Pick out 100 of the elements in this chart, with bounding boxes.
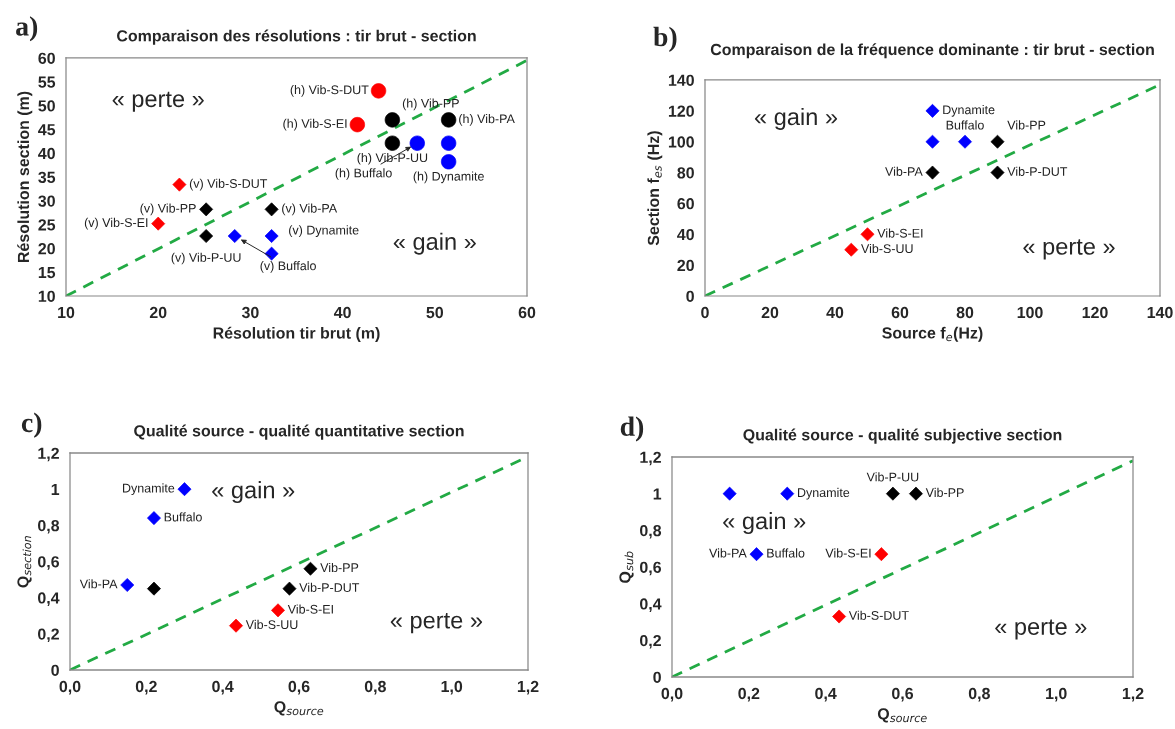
chart-title: Qualité source - qualité quantitative section [134,424,464,440]
x-tick-label: 0,4 [212,680,234,695]
y-tick-label: 40 [677,228,694,241]
x-axis-title: Résolution tir brut (m) [213,326,380,342]
annotation: Buffalo [946,120,984,130]
annotation: Dynamite [798,487,850,500]
x-tick-label: 120 [1082,306,1108,319]
x-tick-label: 140 [1147,306,1173,319]
x-tick-label: 60 [891,306,909,319]
y-tick-label: 0,4 [640,598,662,612]
x-tick-label: 0,0 [59,680,81,695]
text: c) [21,412,42,438]
annotation: Dynamite [943,105,995,117]
y-tick-label: 140 [668,74,694,86]
x-tick-label: 0,4 [815,687,837,702]
x-tick-label: 100 [1017,306,1043,319]
annotation: (v) Dynamite [289,225,359,237]
y-tick-label: 0,6 [640,561,662,576]
x-tick-label: 80 [956,306,974,319]
y-tick-label: 1 [653,488,662,500]
annotation: (v) Vib-PA [282,203,338,216]
x-axis-title: Q$_{source}$ [274,701,324,716]
y-tick-label: 0,2 [38,628,59,643]
y-tick-label: 0 [686,290,694,302]
y-tick-label: 20 [38,243,55,255]
x-tick-label: 40 [826,306,844,319]
text: b) [653,26,677,52]
x-tick-label: 1,2 [1122,687,1144,702]
y-tick-label: 35 [38,171,56,183]
x-tick-label: 20 [149,306,167,319]
y-tick-label: 60 [38,52,55,64]
x-tick-label: 0,0 [661,687,683,702]
annotation: (h) Vib-S-DUT [290,85,369,97]
y-tick-label: 30 [38,195,55,207]
annotation: Vib-S-UU [861,243,913,254]
annotation: (v) Vib-S-DUT [189,178,268,191]
x-tick-label: 0,2 [738,687,760,702]
annotation: Vib-S-UU [245,619,298,630]
annotation: Vib-PP [1007,120,1046,130]
y-axis-title: Section f$_{es}$ (Hz) [647,131,663,246]
y-tick-label: 60 [677,198,694,210]
annotation: « perte » [390,613,483,634]
x-tick-label: 50 [426,306,444,319]
annotation: « gain » [212,481,295,504]
annotation: Vib-P-DUT [1007,166,1068,176]
annotation: (v) Vib-PP [140,203,196,216]
annotation: (h) Vib-PP [402,98,459,111]
y-tick-label: 0,6 [38,556,60,570]
y-tick-label: 50 [38,100,55,112]
annotation: « gain » [723,511,806,534]
x-axis-title: Source f$_{e}$(Hz) [882,326,983,342]
text: d) [620,416,644,442]
annotation: (h) Buffalo [335,168,392,180]
y-tick-label: 0,2 [640,634,661,649]
x-tick-label: 40 [333,306,351,319]
point [147,581,161,596]
y-tick-label: 120 [668,105,694,117]
y-tick-label: 0,4 [38,592,60,606]
annotation: Vib-PA [709,548,747,558]
y-tick-label: 15 [38,267,56,279]
chart-title: Qualité source - qualité subjective section [743,428,1062,444]
chart-title: Comparaison de la fréquence dominante : tir brut - section [710,43,1154,59]
y-tick-label: 0,8 [38,519,60,534]
y-tick-label: 0 [51,664,59,676]
annotation: « gain » [393,232,476,255]
annotation: (h) Dynamite [413,171,484,184]
x-tick-label: 30 [241,306,259,319]
chart-title: Comparaison des résolutions : tir brut - section [117,29,476,45]
annotation: (v) Vib-P-UU [171,252,241,265]
annotation: Vib-P-UU [866,472,919,482]
annotation: Vib-S-EI [825,548,871,558]
y-tick-label: 100 [668,136,694,148]
y-tick-label: 40 [38,147,55,160]
x-tick-label: 0 [701,306,709,319]
annotation: Vib-S-DUT [848,610,909,620]
x-tick-label: 0,6 [892,687,914,702]
x-tick-label: 0,8 [968,687,990,702]
y-tick-label: 20 [677,259,694,272]
x-tick-label: 20 [761,306,779,319]
annotation: « perte » [112,91,204,112]
x-tick-label: 0,2 [135,680,157,695]
annotation: « perte » [1023,239,1115,260]
x-tick-label: 60 [518,306,536,319]
y-axis-title: Q$_{section}$ [17,536,32,588]
y-axis-title: Q$_{sub}$ [619,551,634,583]
annotation: « gain » [754,107,838,130]
y-tick-label: 0,8 [640,524,662,539]
x-tick-label: 0,8 [364,680,386,695]
y-tick-label: 1,2 [640,451,661,466]
annotation: (h) Vib-PA [459,114,515,126]
annotation: (h) Vib-S-EI [283,118,347,131]
annotation: Buffalo [164,512,202,522]
annotation: Buffalo [767,548,805,558]
x-tick-label: 1,2 [517,680,539,695]
annotation: Vib-PA [79,579,118,589]
annotation: Vib-PP [925,487,964,498]
x-tick-label: 1,0 [1046,687,1067,702]
y-tick-label: 0 [653,671,661,683]
y-tick-label: 10 [38,290,55,302]
annotation: (v) Buffalo [260,261,316,273]
